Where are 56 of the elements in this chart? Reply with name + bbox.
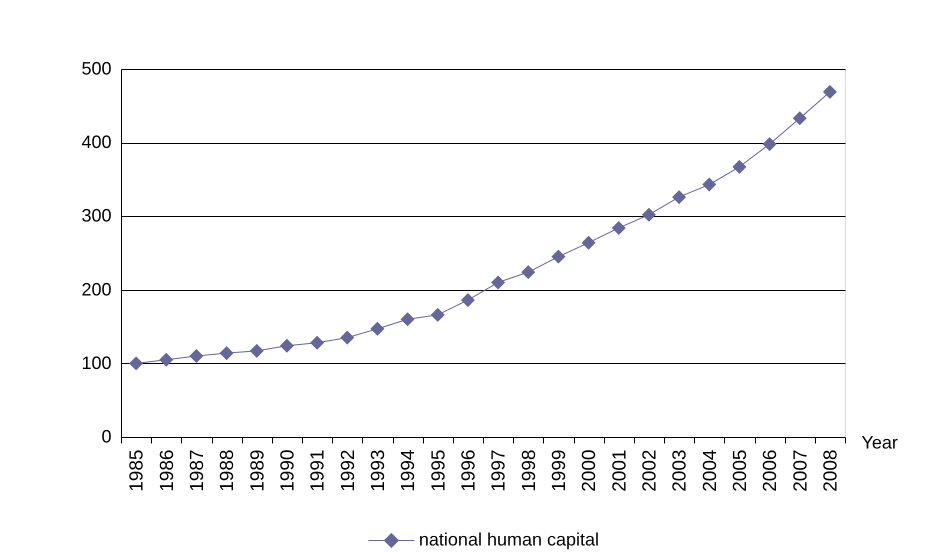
point [129,356,144,370]
x-tick-label: 1995 [428,450,450,492]
x-tick-label: 1989 [247,450,268,492]
point [792,111,807,126]
point [642,208,656,222]
y-tick-label: 200 [81,279,112,300]
y-tick-label: 400 [81,132,112,152]
x-tick-label: 1987 [186,450,208,492]
x-tick-label: 1996 [458,450,480,492]
x-tick-label: 2004 [700,449,721,492]
x-tick-label: 1990 [277,450,298,492]
x-tick-label: 1999 [548,450,570,492]
point [189,349,204,364]
y-tick-label: 0 [101,426,112,446]
point [762,137,777,152]
x-tick-label: 1994 [398,449,420,492]
point [310,336,324,350]
point [430,308,445,322]
point [582,236,596,250]
legend-label: national human capital [418,530,600,550]
point [491,275,506,290]
point [280,338,294,353]
point [220,346,234,360]
point [370,322,384,336]
point [521,265,536,280]
point [460,293,475,308]
x-tick-label: 2005 [730,450,751,492]
point [400,312,415,326]
x-tick-label: 1986 [156,450,178,492]
point [340,330,354,345]
point [612,220,626,235]
x-tick-label: 2007 [790,450,812,492]
point [732,160,746,174]
x-tick-label: 1997 [488,450,510,492]
point [551,250,566,264]
y-tick-label: 500 [81,58,112,78]
y-tick-label: 100 [81,352,112,373]
x-tick-label: 2002 [639,450,660,492]
point [250,344,264,358]
x-tick-label: 1991 [308,450,329,492]
x-tick-label: 1985 [126,450,148,492]
x-tick-label: 2000 [579,450,600,492]
point [159,352,174,367]
point [822,84,837,99]
x-axis-title: Year [862,432,898,452]
y-tick-label: 300 [81,206,112,226]
x-tick-label: 1992 [338,450,359,492]
x-tick-label: 1998 [518,450,540,492]
x-tick-label: 2001 [609,450,630,492]
x-tick-label: 2006 [760,450,782,492]
x-tick-label: 2003 [670,450,691,492]
point [702,178,716,192]
point [672,190,686,204]
x-tick-label: 2008 [820,450,842,492]
x-tick-label: 1993 [368,450,389,492]
x-tick-label: 1988 [217,450,238,492]
